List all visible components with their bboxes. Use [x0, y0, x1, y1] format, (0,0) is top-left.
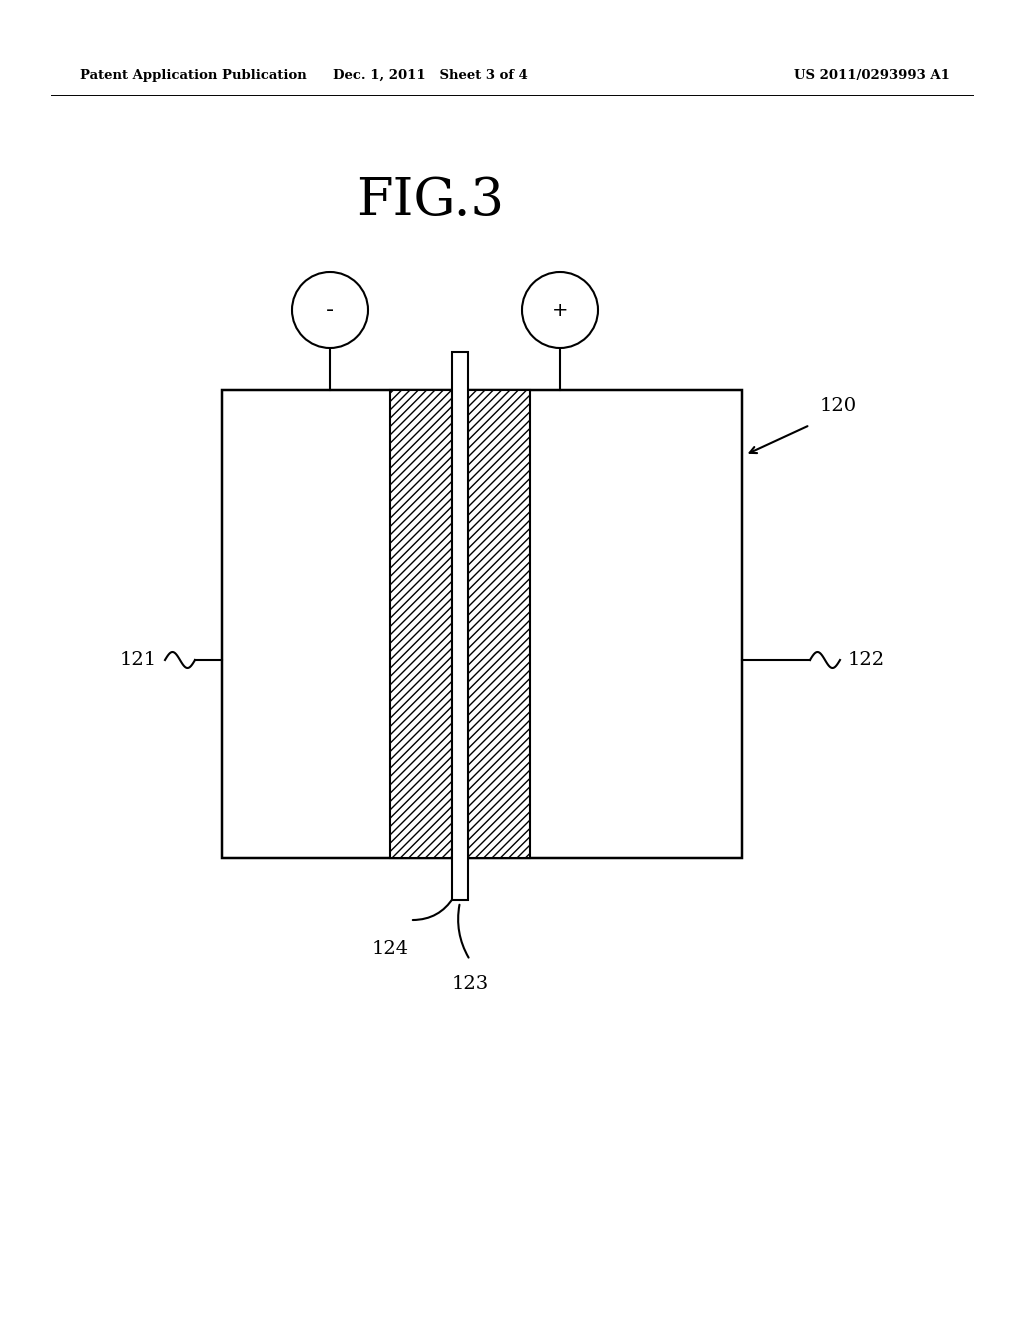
Text: 120: 120: [820, 397, 857, 414]
Text: Patent Application Publication: Patent Application Publication: [80, 69, 307, 82]
Text: 123: 123: [452, 975, 488, 993]
Bar: [390, 389, 452, 858]
Circle shape: [292, 272, 368, 348]
Circle shape: [522, 272, 598, 348]
Text: 124: 124: [372, 940, 409, 958]
Bar: [222, 389, 742, 858]
Text: US 2011/0293993 A1: US 2011/0293993 A1: [795, 69, 950, 82]
Text: FIG.3: FIG.3: [356, 174, 504, 226]
Text: Dec. 1, 2011   Sheet 3 of 4: Dec. 1, 2011 Sheet 3 of 4: [333, 69, 527, 82]
Text: 122: 122: [848, 651, 885, 669]
Bar: [452, 352, 468, 900]
Text: 121: 121: [120, 651, 157, 669]
Text: -: -: [326, 300, 334, 319]
Bar: [468, 389, 530, 858]
Text: +: +: [552, 301, 568, 319]
